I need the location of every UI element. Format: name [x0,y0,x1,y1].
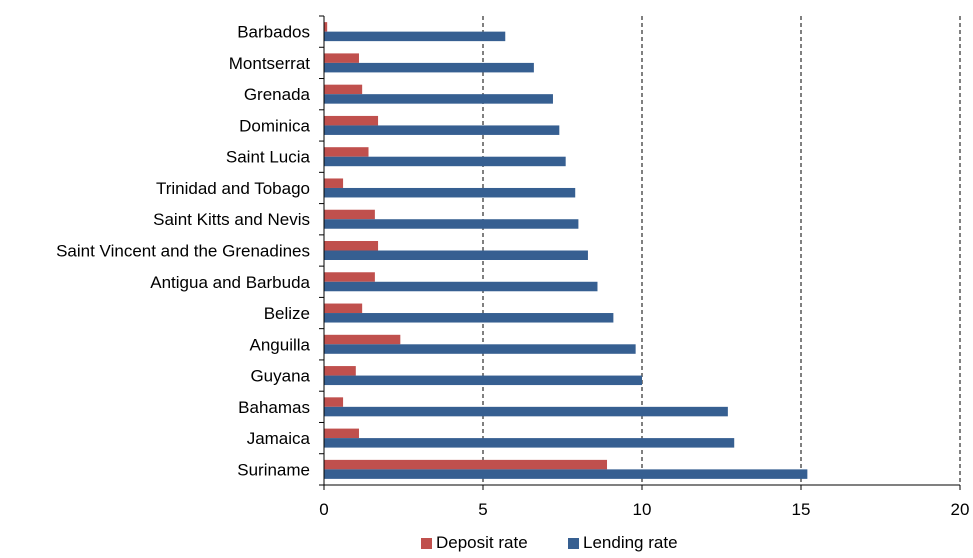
category-label: Jamaica [247,429,311,448]
bar-lending-13 [324,438,735,448]
category-labels: Barbados Montserrat Grenada Dominica Saint L… [56,23,310,480]
bar-lending-6 [324,219,579,229]
bar-deposit-0 [324,22,328,32]
bar-deposit-11 [324,366,356,376]
x-tick-label: 5 [478,500,487,519]
bar-deposit-3 [324,115,379,126]
bar-lending-2 [324,94,553,104]
bar-deposit-9 [324,303,363,314]
bar-lending-12 [324,406,728,417]
legend-label-deposit: Deposit rate [436,533,528,552]
category-label: Belize [264,304,310,323]
bar-deposit-2 [324,84,363,95]
legend-swatch-deposit [421,538,432,549]
bar-lending-9 [324,313,614,323]
bar-lending-11 [324,375,642,386]
bar-lending-8 [324,281,598,292]
legend-label-lending: Lending rate [583,533,678,552]
bar-deposit-5 [324,178,344,188]
bar-deposit-13 [324,428,359,439]
bar-deposit-6 [324,209,375,220]
axes [319,15,961,490]
bar-deposit-4 [324,147,369,157]
x-tick-label: 0 [319,500,328,519]
category-label: Dominica [239,116,310,135]
category-label: Montserrat [229,54,311,73]
bar-lending-3 [324,125,560,135]
bars [324,22,808,479]
bar-lending-4 [324,156,566,167]
bar-deposit-1 [324,53,359,63]
bar-lending-7 [324,250,588,260]
category-label: Antigua and Barbuda [150,273,310,292]
category-label: Bahamas [238,398,310,417]
category-label: Anguilla [250,335,311,354]
category-label: Barbados [237,23,310,42]
legend-swatch-lending [568,538,579,549]
category-label: Trinidad and Tobago [156,179,310,198]
bar-lending-5 [324,187,576,198]
bar-lending-10 [324,344,636,354]
bar-lending-1 [324,62,534,73]
category-label: Saint Lucia [226,148,311,167]
x-tick-label: 20 [951,500,970,519]
bar-lending-0 [324,31,506,42]
category-label: Saint Vincent and the Grenadines [56,242,310,261]
x-tick-label: 15 [792,500,811,519]
bar-deposit-10 [324,334,401,345]
bar-deposit-7 [324,241,379,251]
x-tick-label: 10 [633,500,652,519]
category-label: Saint Kitts and Nevis [153,210,310,229]
bar-lending-14 [324,469,808,479]
bar-deposit-14 [324,459,608,470]
category-label: Grenada [244,85,311,104]
category-label: Suriname [237,460,310,479]
bar-deposit-8 [324,272,375,282]
bar-deposit-12 [324,397,344,407]
category-label: Guyana [250,367,310,386]
x-tick-labels: 0 5 10 15 20 [319,500,969,519]
legend: Deposit rate Lending rate [421,533,678,552]
